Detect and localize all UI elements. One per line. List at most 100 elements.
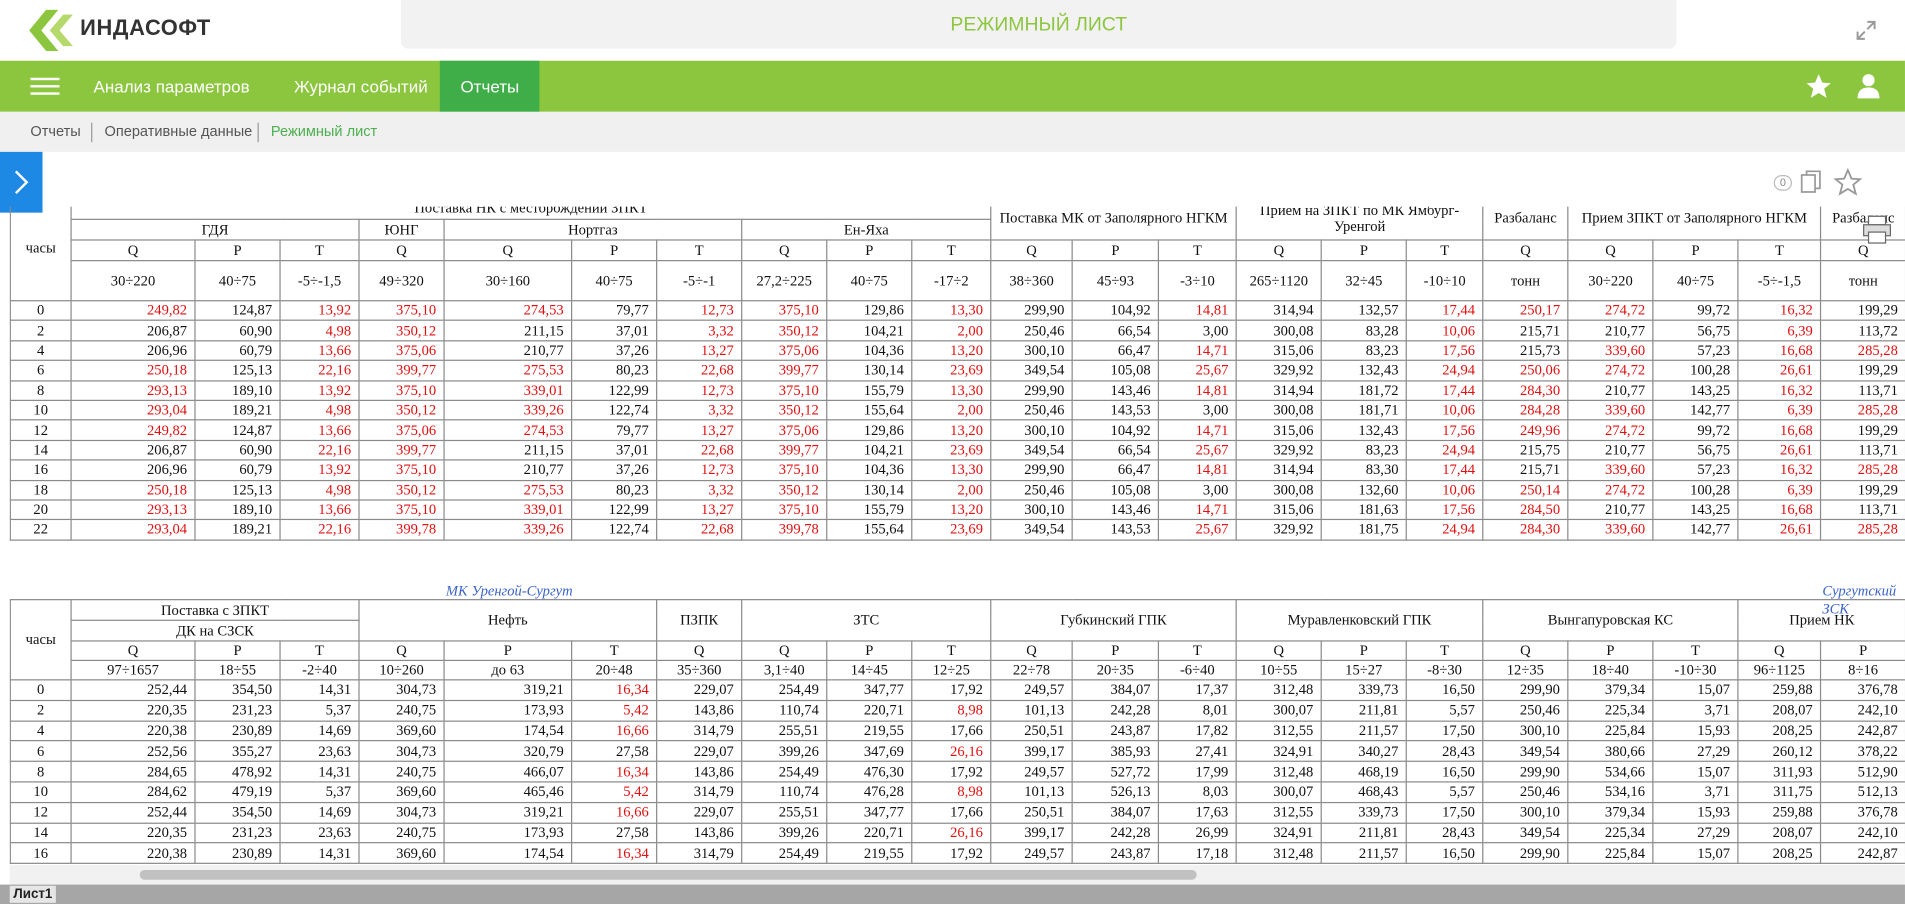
hour-cell: 0 <box>9 300 72 322</box>
menu-button[interactable] <box>30 77 60 96</box>
value-cell: 285,28 <box>1820 519 1905 541</box>
value-cell: 329,92 <box>1235 439 1322 461</box>
value-cell: 206,87 <box>70 439 196 461</box>
favorites-button[interactable] <box>1805 74 1832 98</box>
user-button[interactable] <box>1856 73 1880 100</box>
nav-item[interactable]: Анализ параметров <box>93 76 250 96</box>
value-cell: 299,90 <box>990 300 1073 322</box>
value-cell: 242,10 <box>1819 822 1905 844</box>
value-cell: 220,71 <box>826 699 913 722</box>
value-cell: 17,92 <box>911 842 992 865</box>
nav-item[interactable]: Журнал событий <box>294 76 428 96</box>
value-cell: 143,53 <box>1071 519 1160 541</box>
bookmark-button[interactable] <box>1833 167 1863 197</box>
table-head: часы Поставка НК с месторождений ЗПКТ Пост… <box>9 206 1905 302</box>
value-cell: 3,00 <box>1157 399 1237 421</box>
range-header: 40÷75 <box>826 260 913 302</box>
value-cell: 242,87 <box>1819 720 1905 742</box>
breadcrumb[interactable]: Оперативные данные <box>104 122 253 140</box>
value-cell: 466,07 <box>443 760 573 783</box>
breadcrumb[interactable]: Отчеты <box>30 122 81 140</box>
value-cell: 527,72 <box>1071 760 1160 783</box>
header-row: ДК на СЗСК <box>10 619 1905 642</box>
value-cell: 350,12 <box>358 479 445 501</box>
logo[interactable]: ИНДАСОФТ <box>80 15 211 41</box>
value-cell: 314,94 <box>1235 300 1322 322</box>
value-cell: 250,17 <box>1482 300 1569 322</box>
value-cell: 349,54 <box>990 359 1073 382</box>
value-cell: 299,90 <box>1482 842 1569 865</box>
value-cell: 143,46 <box>1071 379 1160 401</box>
expand-button[interactable] <box>1855 19 1877 41</box>
value-cell: 174,54 <box>443 720 573 742</box>
table-caption[interactable]: Сургутский ЗСК <box>1822 582 1897 618</box>
value-cell: 315,06 <box>1235 499 1322 521</box>
value-cell: 24,94 <box>1405 359 1484 382</box>
value-cell: 100,28 <box>1652 479 1739 501</box>
table-body: 0 249,82 124,87 13,92 375,10 274,53 79,77 12,73… <box>9 300 1905 541</box>
range-header: 12÷35 <box>1482 659 1569 681</box>
value-cell: 299,90 <box>990 459 1073 481</box>
value-cell: 399,78 <box>358 519 445 541</box>
value-cell: 13,20 <box>911 339 992 362</box>
breadcrumb[interactable]: Режимный лист <box>270 122 378 140</box>
value-cell: 285,28 <box>1820 339 1905 362</box>
value-cell: 17,44 <box>1405 379 1484 401</box>
value-cell: 284,50 <box>1482 499 1569 521</box>
value-cell: 304,73 <box>358 679 445 701</box>
param-header: T <box>1737 239 1822 262</box>
value-cell: 125,13 <box>194 359 281 382</box>
value-cell: 2,00 <box>911 320 992 342</box>
value-cell: 189,10 <box>194 379 281 401</box>
sheet-tab[interactable]: Лист1 <box>9 885 57 903</box>
param-header: T <box>1652 640 1739 662</box>
table-caption[interactable]: МК Уренгой-Сургут <box>445 582 573 600</box>
value-cell: 80,23 <box>571 479 658 501</box>
breadcrumb-separator <box>91 122 93 143</box>
data-row: 10 293,04 189,21 4,98 350,12 339,26 122,74 3,32… <box>9 399 1905 421</box>
data-row: 20 293,13 189,10 13,66 375,10 339,01 122,99 13,… <box>9 499 1905 521</box>
value-cell: 8,01 <box>1157 699 1237 722</box>
hour-cell: 12 <box>9 419 72 441</box>
nav-item[interactable]: Отчеты <box>439 60 540 112</box>
value-cell: 300,08 <box>1235 399 1322 421</box>
value-cell: 208,25 <box>1737 720 1822 742</box>
value-cell: 314,79 <box>656 781 743 803</box>
param-header: Q <box>1235 239 1322 262</box>
value-cell: 208,07 <box>1737 699 1822 722</box>
value-cell: 220,35 <box>70 699 196 722</box>
value-cell: 5,42 <box>571 699 658 722</box>
print-button[interactable] <box>1861 214 1893 246</box>
value-cell: 110,74 <box>741 781 828 803</box>
value-cell: 113,72 <box>1820 320 1905 342</box>
scroll-thumb[interactable] <box>139 870 1197 880</box>
value-cell: 350,12 <box>358 320 445 342</box>
value-cell: 26,61 <box>1737 439 1822 461</box>
value-cell: 16,68 <box>1737 499 1822 521</box>
value-cell: 23,69 <box>911 519 992 541</box>
value-cell: 375,10 <box>741 300 828 322</box>
param-header: Q <box>443 239 573 262</box>
value-cell: 369,60 <box>358 720 445 742</box>
horizontal-scrollbar[interactable] <box>9 865 1905 885</box>
value-cell: 465,46 <box>443 781 573 803</box>
value-cell: 311,75 <box>1737 781 1822 803</box>
range-header: 8÷16 <box>1819 659 1905 681</box>
value-cell: 339,60 <box>1567 399 1654 421</box>
value-cell: 125,13 <box>194 479 281 501</box>
value-cell: 104,92 <box>1071 419 1160 441</box>
value-cell: 3,00 <box>1157 479 1237 501</box>
value-cell: 23,63 <box>279 822 360 844</box>
value-cell: 113,71 <box>1820 499 1905 521</box>
side-panel-toggle[interactable] <box>0 151 43 213</box>
value-cell: 211,57 <box>1320 842 1407 865</box>
header-row: часы Поставка НК с месторождений ЗПКТ Пост… <box>9 206 1905 302</box>
value-cell: 60,90 <box>194 320 281 342</box>
subgroup-header: ЮНГ <box>358 218 445 241</box>
value-cell: 113,71 <box>1820 379 1905 401</box>
value-cell: 28,43 <box>1405 740 1484 763</box>
copy-button[interactable] <box>1798 169 1825 198</box>
value-cell: 399,77 <box>358 359 445 382</box>
value-cell: 13,92 <box>279 379 360 401</box>
value-cell: 314,79 <box>656 842 743 865</box>
